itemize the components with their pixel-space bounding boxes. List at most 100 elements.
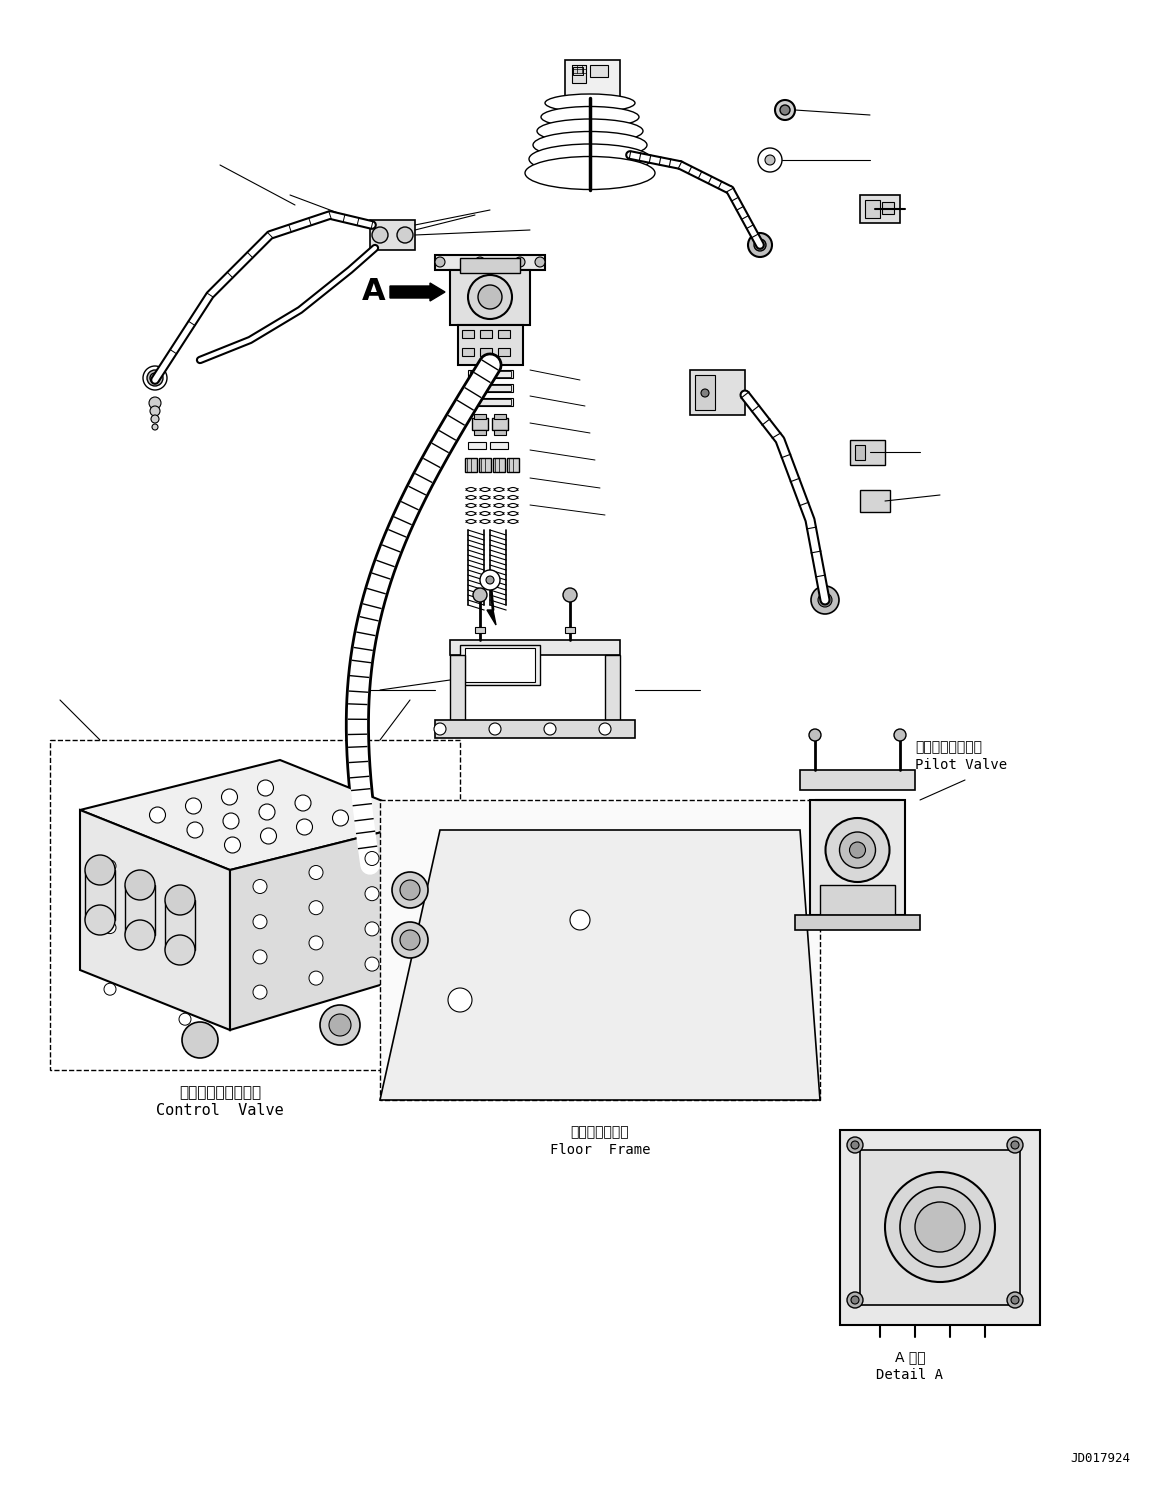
Circle shape (309, 971, 323, 986)
Circle shape (364, 851, 379, 865)
Circle shape (480, 570, 500, 590)
Bar (435, 720, 635, 738)
Circle shape (104, 983, 116, 994)
Text: JD017924: JD017924 (1070, 1452, 1130, 1466)
Polygon shape (487, 610, 496, 625)
Bar (435, 255, 545, 270)
FancyArrow shape (390, 283, 445, 301)
Circle shape (852, 1141, 858, 1150)
Circle shape (364, 921, 379, 936)
Circle shape (397, 227, 413, 243)
Circle shape (563, 587, 577, 602)
Circle shape (818, 593, 832, 607)
Circle shape (476, 256, 485, 267)
Text: A 詳細: A 詳細 (894, 1349, 926, 1364)
Circle shape (104, 921, 116, 933)
Circle shape (149, 807, 165, 823)
Circle shape (253, 880, 267, 893)
Bar (470, 385, 511, 391)
Circle shape (478, 285, 502, 309)
Circle shape (84, 905, 115, 935)
Circle shape (489, 723, 501, 735)
Circle shape (373, 227, 388, 243)
Ellipse shape (529, 145, 651, 174)
Text: Detail A: Detail A (877, 1369, 943, 1382)
Bar (460, 258, 519, 273)
Circle shape (296, 819, 312, 835)
Circle shape (1011, 1141, 1019, 1150)
Bar (480, 330, 492, 338)
Circle shape (320, 1005, 360, 1045)
Bar (795, 915, 920, 930)
Circle shape (253, 914, 267, 929)
Circle shape (150, 373, 160, 383)
Circle shape (392, 872, 428, 908)
Bar (462, 330, 474, 338)
Circle shape (152, 423, 159, 429)
Bar (850, 440, 885, 465)
Polygon shape (230, 820, 430, 1030)
Circle shape (182, 1021, 218, 1059)
Circle shape (400, 880, 420, 901)
Bar (860, 491, 890, 511)
Bar (573, 67, 583, 75)
Circle shape (535, 256, 545, 267)
Circle shape (473, 587, 487, 602)
Circle shape (185, 798, 201, 814)
Circle shape (486, 576, 494, 584)
Bar (494, 414, 506, 419)
Text: フロアフレーム: フロアフレーム (570, 1126, 629, 1139)
Ellipse shape (525, 157, 655, 189)
Bar (470, 371, 511, 377)
Circle shape (224, 836, 241, 853)
Circle shape (811, 586, 839, 614)
Bar (690, 370, 745, 414)
Bar (493, 458, 504, 473)
Circle shape (253, 986, 267, 999)
Bar (498, 330, 510, 338)
Bar (565, 628, 575, 634)
Circle shape (165, 935, 196, 965)
Circle shape (253, 950, 267, 963)
Bar (474, 429, 486, 435)
Circle shape (448, 989, 472, 1012)
Bar (855, 444, 865, 461)
Ellipse shape (537, 119, 643, 143)
Circle shape (467, 274, 513, 319)
Bar (472, 417, 488, 429)
Bar (507, 458, 519, 473)
Circle shape (701, 389, 709, 397)
Circle shape (165, 886, 196, 915)
Ellipse shape (545, 94, 635, 112)
Bar (840, 1130, 1040, 1325)
Bar (498, 347, 510, 356)
Circle shape (259, 804, 275, 820)
Circle shape (223, 813, 239, 829)
Text: A: A (361, 277, 385, 307)
Text: Pilot Valve: Pilot Valve (915, 757, 1007, 772)
Text: パイロットバルブ: パイロットバルブ (915, 740, 982, 754)
Bar (462, 347, 474, 356)
Circle shape (332, 810, 348, 826)
Bar (50, 740, 460, 1071)
Circle shape (1007, 1138, 1023, 1153)
Bar (476, 628, 485, 634)
Bar (465, 458, 477, 473)
Polygon shape (80, 760, 430, 871)
Bar (860, 1150, 1020, 1305)
Circle shape (179, 951, 191, 963)
Circle shape (1007, 1293, 1023, 1308)
Circle shape (915, 1202, 965, 1252)
Circle shape (309, 865, 323, 880)
Circle shape (849, 842, 865, 857)
Circle shape (885, 1172, 995, 1282)
Circle shape (754, 239, 766, 250)
Text: Floor  Frame: Floor Frame (550, 1144, 650, 1157)
Circle shape (84, 854, 115, 886)
Text: Control  Valve: Control Valve (156, 1103, 283, 1118)
Bar (84, 871, 115, 920)
Bar (450, 640, 620, 655)
Bar (474, 414, 486, 419)
Bar (467, 398, 513, 406)
Circle shape (152, 414, 159, 423)
